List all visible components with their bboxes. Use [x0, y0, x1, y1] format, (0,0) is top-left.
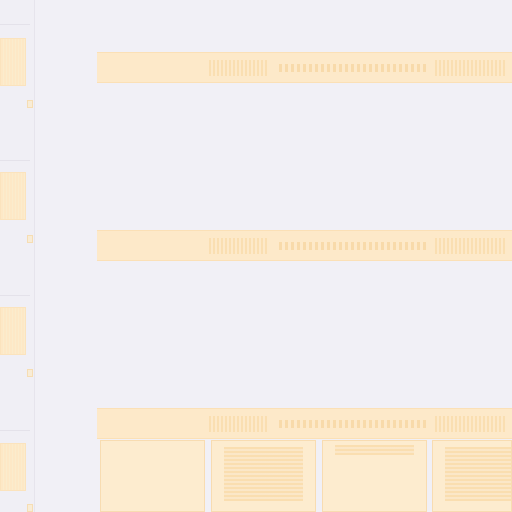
grid-card-3[interactable]	[322, 440, 427, 512]
grid-card-2[interactable]	[211, 440, 316, 512]
page-thumbnail-1[interactable]	[0, 38, 26, 86]
placeholder-text	[209, 238, 269, 254]
section-header-2[interactable]	[97, 230, 512, 261]
placeholder-text	[279, 420, 429, 428]
thumbnail-rail	[0, 0, 35, 512]
grid-card-4[interactable]	[432, 440, 512, 512]
placeholder-text	[435, 416, 505, 432]
thumbnail-marker-2	[27, 235, 33, 243]
card-image-placeholder	[335, 445, 414, 455]
placeholder-text	[209, 60, 269, 76]
page-thumbnail-2[interactable]	[0, 172, 26, 220]
placeholder-text	[279, 242, 429, 250]
card-image-placeholder	[445, 447, 511, 501]
rail-divider	[0, 295, 30, 296]
page-thumbnail-3[interactable]	[0, 307, 26, 355]
rail-divider	[0, 160, 30, 161]
section-header-3[interactable]	[97, 408, 512, 439]
placeholder-text	[435, 60, 505, 76]
placeholder-text	[209, 416, 269, 432]
placeholder-text	[435, 238, 505, 254]
thumbnail-marker-4	[27, 504, 33, 512]
grid-card-1[interactable]	[100, 440, 205, 512]
card-image-placeholder	[224, 447, 303, 501]
section-header-1[interactable]	[97, 52, 512, 83]
card-grid	[97, 440, 512, 512]
placeholder-text	[279, 64, 429, 72]
thumbnail-marker-3	[27, 369, 33, 377]
rail-divider	[0, 430, 30, 431]
thumbnail-marker-1	[27, 100, 33, 108]
page-thumbnail-4[interactable]	[0, 443, 26, 491]
rail-divider	[0, 24, 30, 25]
